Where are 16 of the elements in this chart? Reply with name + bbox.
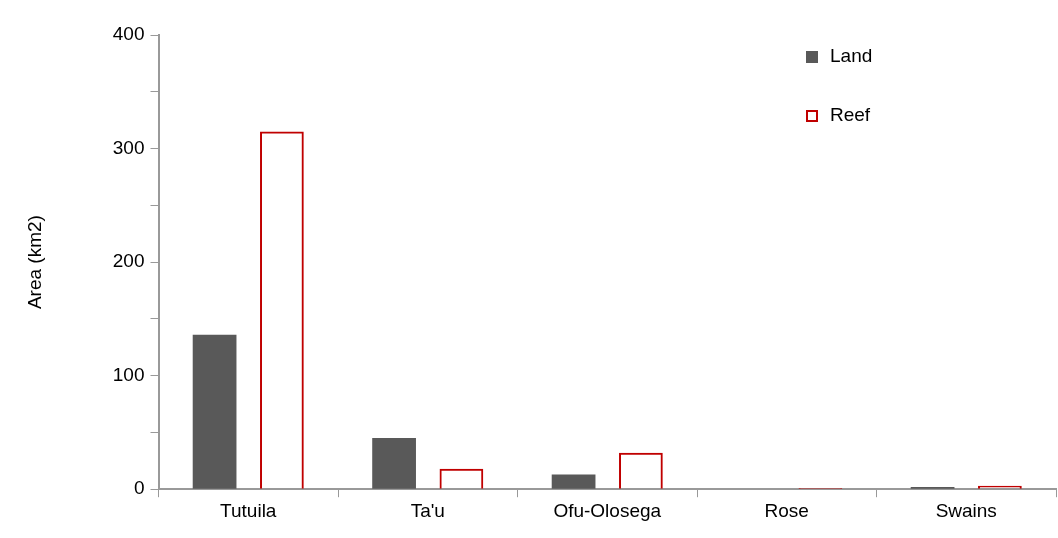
- legend-label: Reef: [830, 104, 871, 126]
- legend-label: Land: [830, 45, 873, 67]
- x-tick-label: Ta'u: [410, 499, 445, 521]
- y-tick-label: 300: [112, 136, 145, 158]
- x-tick-label: Rose: [764, 499, 809, 521]
- x-tick-label: Tutuila: [220, 499, 277, 521]
- y-tick-label: 400: [112, 23, 145, 45]
- y-tick-label: 200: [112, 250, 145, 272]
- y-tick-label: 100: [112, 363, 145, 385]
- x-tick-label: Swains: [935, 499, 997, 521]
- bar: [551, 474, 596, 489]
- y-tick-label: 0: [133, 477, 145, 499]
- bar: [192, 334, 237, 489]
- y-axis-title: Area (km2): [23, 215, 45, 310]
- bar: [372, 438, 416, 489]
- x-tick-label: Ofu-Olosega: [553, 499, 662, 521]
